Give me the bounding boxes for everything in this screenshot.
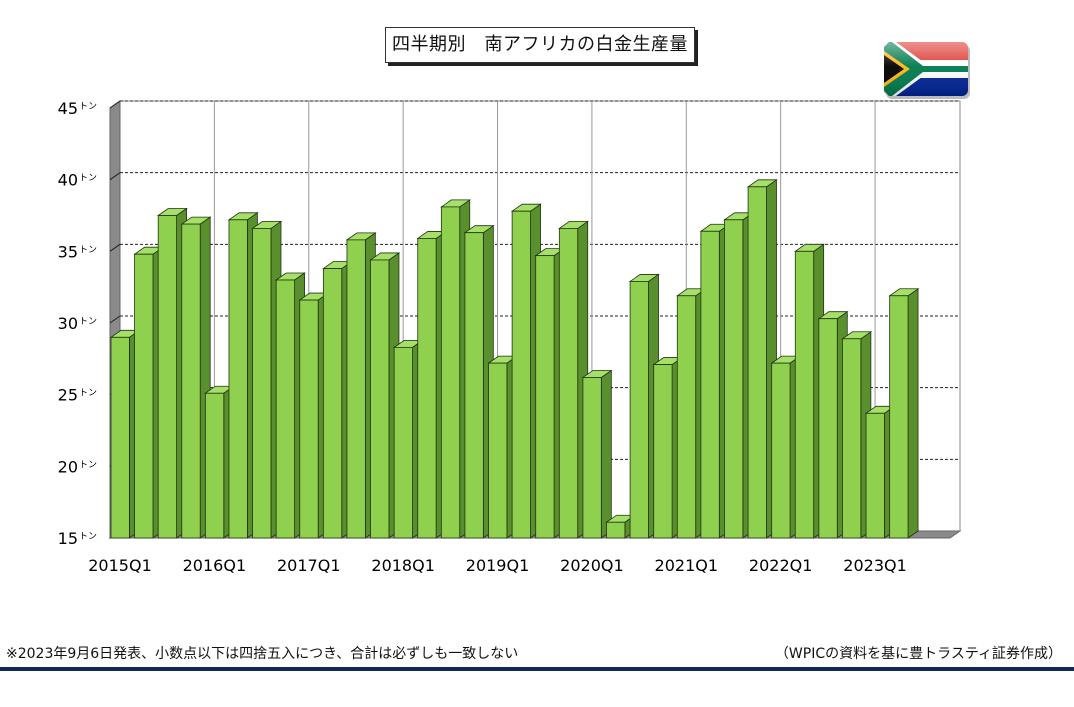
x-tick-label: 2016Q1 (183, 556, 247, 575)
bar (794, 250, 815, 539)
south-africa-flag-icon (884, 42, 970, 99)
y-gridline-side (109, 172, 121, 181)
x-tick-label: 2017Q1 (277, 556, 341, 575)
footnote: ※2023年9月6日発表、小数点以下は四捨五入につき、合計は必ずしも一致しない (6, 646, 519, 662)
bar (134, 253, 154, 539)
bar (488, 362, 508, 539)
bar (865, 412, 885, 539)
x-tick-label: 2018Q1 (371, 556, 435, 575)
bar-side (907, 287, 919, 539)
bar (889, 295, 909, 539)
y-tick-label: 20 (58, 457, 78, 476)
bar (676, 295, 697, 539)
bar (724, 219, 744, 539)
bar (252, 227, 272, 539)
bar (181, 223, 201, 539)
source-note: （WPICの資料を基に豊トラスティ証券作成） (774, 646, 1062, 662)
y-gridline-side (109, 100, 121, 109)
bar (511, 210, 531, 539)
bar (747, 186, 767, 539)
x-tick-label: 2019Q1 (466, 556, 530, 575)
bar (700, 230, 720, 539)
bar (771, 362, 791, 539)
y-tick-unit: トン (79, 245, 97, 255)
y-tick-label: 45 (58, 99, 78, 118)
x-tick-label: 2021Q1 (655, 556, 719, 575)
bar (346, 239, 366, 539)
bar (299, 299, 319, 539)
bar (842, 338, 862, 539)
y-tick-unit: トン (79, 532, 97, 542)
bar (440, 206, 461, 539)
y-gridline-side (109, 243, 121, 252)
bar (370, 259, 390, 539)
y-tick-label: 25 (58, 386, 78, 405)
x-tick-label: 2015Q1 (88, 556, 152, 575)
bar (322, 268, 343, 539)
y-gridline-side (109, 315, 121, 324)
y-tick-label: 15 (58, 529, 78, 548)
bar (606, 521, 626, 539)
bar (558, 227, 579, 539)
bar (582, 377, 602, 539)
bar (228, 219, 248, 539)
bar (653, 364, 673, 539)
bar (417, 238, 437, 539)
y-tick-label: 40 (58, 171, 78, 190)
chart-title: 四半期別 南アフリカの白金生産量 (385, 27, 695, 63)
bar (535, 255, 555, 539)
bar (629, 281, 649, 539)
y-tick-unit: トン (79, 174, 97, 184)
bar (110, 336, 130, 539)
bar (393, 346, 413, 539)
bar (157, 215, 177, 539)
bar (818, 318, 838, 539)
y-tick-unit: トン (79, 102, 97, 112)
x-tick-label: 2023Q1 (843, 556, 907, 575)
y-tick-label: 35 (58, 242, 78, 261)
bar (204, 392, 225, 539)
y-tick-unit: トン (79, 460, 97, 470)
x-tick-label: 2020Q1 (560, 556, 624, 575)
y-tick-unit: トン (79, 389, 97, 399)
x-tick-label: 2022Q1 (749, 556, 813, 575)
y-tick-unit: トン (79, 317, 97, 327)
bottom-divider (0, 667, 1074, 671)
bar (464, 232, 484, 539)
y-tick-label: 30 (58, 314, 78, 333)
bar-side (600, 369, 612, 539)
bar (275, 279, 295, 539)
